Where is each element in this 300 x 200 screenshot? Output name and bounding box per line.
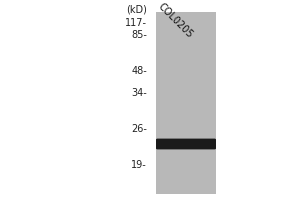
FancyBboxPatch shape	[156, 139, 216, 149]
Text: COL0205: COL0205	[156, 1, 195, 40]
Text: 19-: 19-	[131, 160, 147, 170]
Text: 117-: 117-	[125, 18, 147, 28]
Text: (kD): (kD)	[126, 5, 147, 15]
Bar	[156, 12, 216, 194]
Text: 34-: 34-	[131, 88, 147, 98]
Text: 48-: 48-	[131, 66, 147, 76]
Text: 85-: 85-	[131, 30, 147, 40]
Text: 26-: 26-	[131, 124, 147, 134]
